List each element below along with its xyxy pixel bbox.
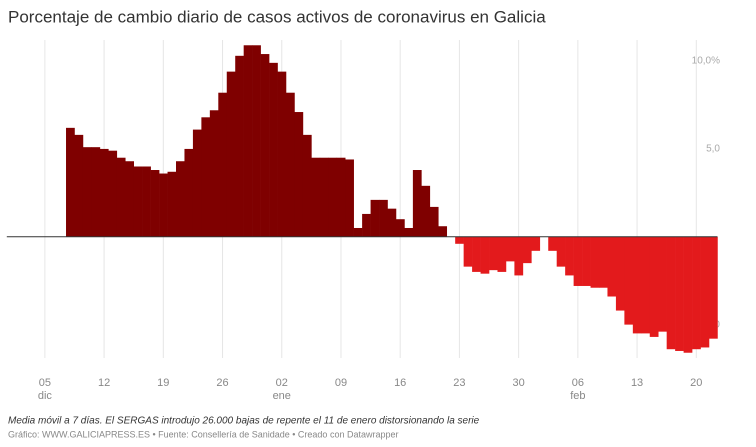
bar <box>615 236 625 311</box>
chart-note: Media móvil a 7 días. El SERGAS introduj… <box>8 416 480 427</box>
x-month-label: ene <box>273 390 291 402</box>
chart-title: Porcentaje de cambio diario de casos act… <box>8 7 546 26</box>
bar <box>353 227 363 237</box>
x-tick-label: 23 <box>453 377 465 389</box>
bar <box>201 117 211 237</box>
x-tick-label: 05 <box>39 377 51 389</box>
bar <box>514 236 524 276</box>
bar <box>167 171 177 237</box>
bar <box>252 45 261 237</box>
bar <box>683 236 693 353</box>
bar <box>497 236 507 272</box>
bar <box>66 127 75 237</box>
bar <box>285 92 295 237</box>
bar <box>74 134 84 237</box>
bar <box>472 236 481 272</box>
bar <box>209 110 219 237</box>
bar <box>505 236 515 262</box>
bar <box>573 236 583 286</box>
bar <box>692 236 701 350</box>
bar <box>91 147 101 237</box>
bar <box>632 236 642 334</box>
bar <box>412 170 422 237</box>
bar <box>480 236 490 274</box>
bar <box>599 236 608 288</box>
bar <box>269 62 278 237</box>
x-tick-label: 09 <box>335 377 347 389</box>
y-tick-label: 5,0 <box>706 144 720 155</box>
bar <box>590 236 600 288</box>
bar <box>387 208 397 237</box>
x-month-label: feb <box>570 390 585 402</box>
bar <box>531 236 541 251</box>
bar <box>379 199 388 237</box>
x-tick-label: 12 <box>98 377 110 389</box>
bar <box>319 157 329 237</box>
bar <box>294 112 304 237</box>
bar <box>548 236 557 251</box>
y-tick-label: 10,0% <box>692 56 720 67</box>
bar <box>582 236 591 286</box>
bar <box>142 166 151 237</box>
bar <box>218 92 228 237</box>
bar <box>311 157 321 237</box>
bar <box>82 147 92 237</box>
chart-source: Gráfico: WWW.GALICIAPRESS.ES • Fuente: C… <box>8 429 398 439</box>
bar <box>133 166 143 237</box>
bar <box>108 150 118 237</box>
bar <box>116 157 126 237</box>
bar <box>429 206 439 237</box>
bar <box>159 173 168 237</box>
x-tick-label: 13 <box>631 377 643 389</box>
bar <box>302 134 312 237</box>
x-tick-label: 30 <box>513 377 525 389</box>
bar <box>235 55 244 237</box>
x-tick-label: 20 <box>690 377 702 389</box>
bar <box>675 236 684 351</box>
bar <box>700 236 710 348</box>
x-tick-label: 06 <box>572 377 584 389</box>
bar <box>336 157 346 237</box>
bar <box>666 236 676 350</box>
bar <box>277 71 287 237</box>
bar <box>184 148 194 237</box>
bar <box>328 157 338 237</box>
bar <box>489 236 498 271</box>
bar <box>438 226 448 237</box>
bar <box>243 45 253 237</box>
bar <box>421 185 431 237</box>
bar <box>624 236 634 325</box>
bar <box>362 213 371 237</box>
bar <box>150 170 160 237</box>
x-tick-label: 26 <box>216 377 228 389</box>
x-tick-label: 16 <box>394 377 406 389</box>
bar <box>260 54 270 237</box>
bar <box>658 236 667 332</box>
bar <box>649 236 659 337</box>
bar <box>192 129 202 237</box>
x-tick-label: 19 <box>157 377 169 389</box>
x-tick-label: 02 <box>276 377 288 389</box>
bar <box>370 199 380 237</box>
bar <box>463 236 473 267</box>
bar <box>395 219 405 237</box>
bar <box>125 161 134 237</box>
bar <box>455 236 464 244</box>
bar <box>99 148 109 237</box>
bar <box>404 227 414 237</box>
bar <box>565 236 574 276</box>
x-month-label: dic <box>38 390 53 402</box>
bar <box>176 161 185 237</box>
bar <box>641 236 651 334</box>
bar <box>556 236 566 267</box>
bar <box>522 236 532 264</box>
bar <box>226 71 236 237</box>
bar <box>345 159 354 237</box>
bar <box>708 236 718 339</box>
bar <box>607 236 617 297</box>
